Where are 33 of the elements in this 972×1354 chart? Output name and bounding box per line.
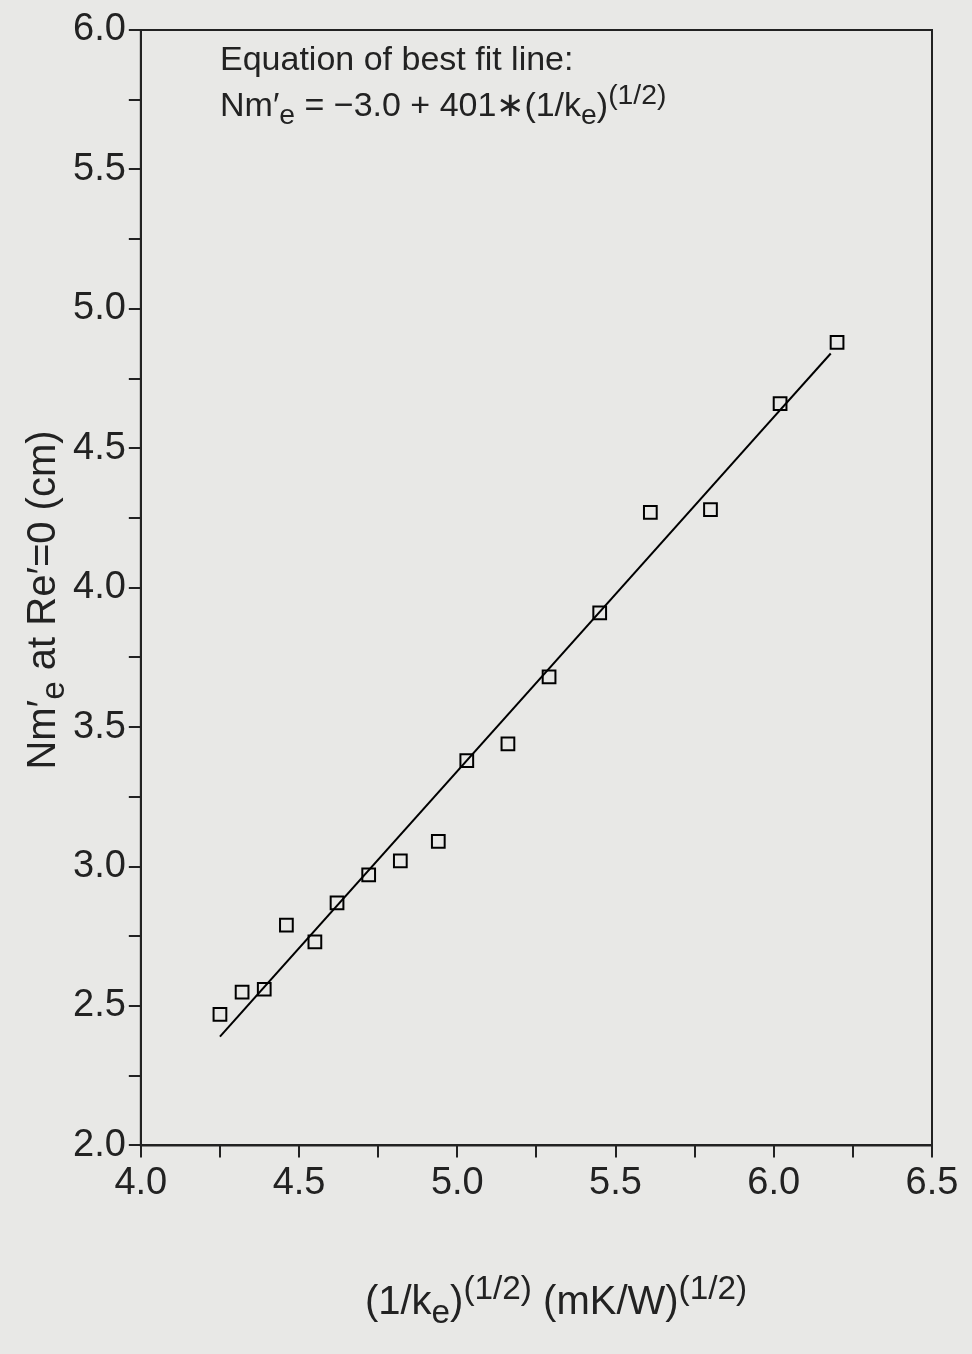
point	[500, 736, 516, 752]
annotation: Nm′$_{e}$ = −3.0 + 401∗(1/k$_{e}$)$^{(1/2)}$	[220, 77, 667, 133]
point	[772, 396, 788, 412]
point	[212, 1006, 228, 1022]
point	[430, 834, 446, 849]
x-axis-title: (1/k$_{e}$)$^{(1/2)}$ (mK/W)$^{(1/2)}$	[364, 1269, 748, 1331]
x-tick-label: 6.5	[905, 1159, 959, 1202]
y-tick-label: 3.5	[73, 703, 126, 746]
point	[392, 853, 408, 869]
y-tick-label: 2.5	[73, 982, 126, 1025]
y-tick-label: 5.0	[73, 285, 126, 328]
point	[361, 867, 377, 883]
point	[592, 605, 608, 621]
annotation: Equation of best fit line:	[220, 39, 575, 77]
point	[329, 895, 345, 911]
point	[642, 505, 658, 520]
y-tick-label: 4.0	[73, 564, 126, 607]
x-tick-label: 5.5	[589, 1159, 642, 1202]
y-tick-label: 3.0	[73, 843, 126, 886]
point	[829, 334, 845, 350]
x-tick-label: 5.0	[430, 1159, 484, 1202]
point	[541, 669, 557, 685]
point	[307, 934, 323, 950]
y-tick-label: 6.0	[73, 6, 126, 49]
y-tick-label: 4.5	[73, 424, 126, 467]
point	[279, 917, 294, 933]
point	[703, 502, 718, 517]
x-tick-label: 6.0	[747, 1159, 801, 1202]
x-tick-label: 4.5	[272, 1159, 326, 1202]
point	[459, 753, 475, 768]
point	[234, 984, 250, 1000]
y-tick-label: 5.5	[73, 145, 126, 188]
point	[256, 981, 272, 997]
